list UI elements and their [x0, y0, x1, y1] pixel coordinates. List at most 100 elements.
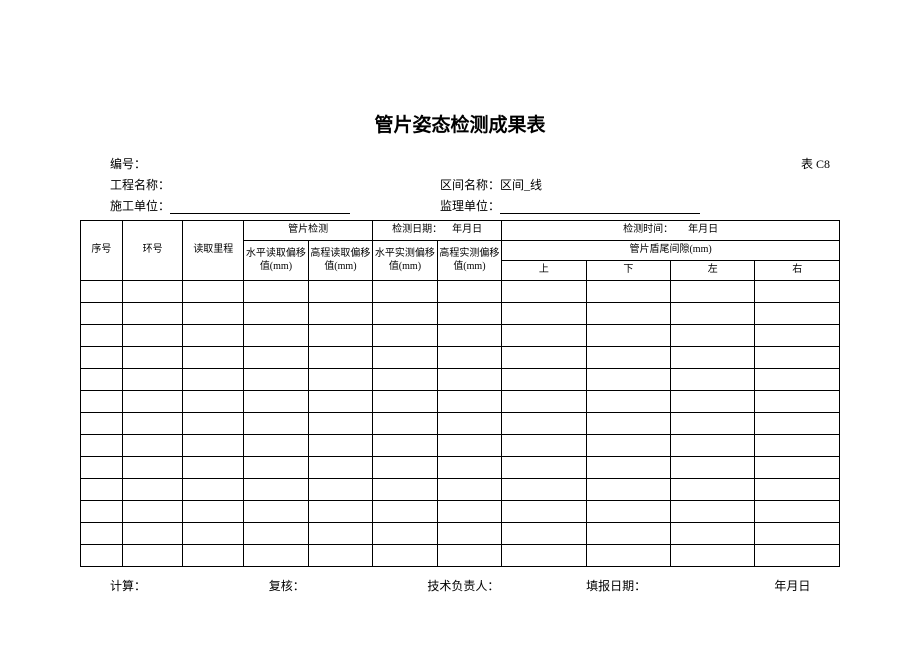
table-cell	[122, 523, 183, 545]
table-cell	[755, 435, 840, 457]
table-cell	[502, 501, 586, 523]
table-cell	[586, 523, 670, 545]
table-cell	[183, 347, 244, 369]
col-mileage: 读取里程	[183, 221, 244, 281]
table-cell	[122, 391, 183, 413]
table-cell	[81, 545, 123, 567]
table-cell	[437, 391, 502, 413]
table-cell	[373, 457, 438, 479]
table-cell	[81, 501, 123, 523]
table-cell	[755, 325, 840, 347]
table-cell	[183, 435, 244, 457]
table-cell	[81, 369, 123, 391]
table-cell	[244, 457, 309, 479]
table-row	[81, 545, 840, 567]
col-v-meas: 高程实测偏移值(mm)	[437, 241, 502, 281]
section-value: 区间_线	[500, 178, 542, 192]
table-cell	[122, 479, 183, 501]
table-cell	[437, 347, 502, 369]
number-label: 编号：	[110, 157, 146, 171]
meta-row-2: 工程名称： 区间名称：区间_线	[80, 176, 840, 193]
table-cell	[671, 369, 755, 391]
table-cell	[671, 281, 755, 303]
table-row	[81, 281, 840, 303]
data-table: 序号 环号 读取里程 管片检测 检测日期： 年月日 检测时间： 年月日 水平读取…	[80, 220, 840, 567]
table-cell	[671, 347, 755, 369]
table-cell	[755, 501, 840, 523]
table-cell	[586, 413, 670, 435]
table-cell	[183, 523, 244, 545]
table-cell	[437, 281, 502, 303]
table-cell	[183, 281, 244, 303]
table-cell	[308, 435, 373, 457]
table-code: 表 C8	[801, 157, 830, 171]
table-row	[81, 303, 840, 325]
col-check-time: 检测时间： 年月日	[502, 221, 840, 241]
table-cell	[586, 435, 670, 457]
table-cell	[586, 479, 670, 501]
table-cell	[373, 501, 438, 523]
table-cell	[122, 457, 183, 479]
footer-tech: 技术负责人：	[427, 579, 499, 593]
table-row	[81, 369, 840, 391]
table-cell	[308, 479, 373, 501]
table-cell	[586, 457, 670, 479]
table-cell	[373, 369, 438, 391]
table-cell	[244, 479, 309, 501]
table-cell	[244, 435, 309, 457]
table-cell	[122, 281, 183, 303]
table-cell	[81, 325, 123, 347]
table-cell	[755, 523, 840, 545]
page-title: 管片姿态检测成果表	[80, 110, 840, 137]
table-cell	[81, 281, 123, 303]
builder-label: 施工单位：	[110, 199, 170, 213]
table-cell	[183, 325, 244, 347]
table-cell	[373, 435, 438, 457]
table-cell	[183, 413, 244, 435]
table-cell	[586, 303, 670, 325]
supervisor-label: 监理单位：	[440, 199, 500, 213]
table-body	[81, 281, 840, 567]
table-cell	[437, 479, 502, 501]
table-cell	[308, 369, 373, 391]
table-row	[81, 523, 840, 545]
table-cell	[755, 281, 840, 303]
table-cell	[586, 325, 670, 347]
table-cell	[502, 479, 586, 501]
table-cell	[586, 545, 670, 567]
table-cell	[755, 347, 840, 369]
col-right: 右	[755, 261, 840, 281]
check-date-label: 检测日期：	[392, 224, 442, 235]
col-up: 上	[502, 261, 586, 281]
meta-row-3: 施工单位： 监理单位：	[80, 197, 840, 214]
table-cell	[755, 545, 840, 567]
table-cell	[671, 391, 755, 413]
table-cell	[671, 523, 755, 545]
table-cell	[81, 523, 123, 545]
table-cell	[586, 501, 670, 523]
table-row	[81, 501, 840, 523]
table-cell	[502, 325, 586, 347]
table-cell	[81, 391, 123, 413]
table-cell	[81, 303, 123, 325]
table-cell	[244, 391, 309, 413]
table-row	[81, 391, 840, 413]
table-cell	[244, 347, 309, 369]
footer-calc: 计算：	[110, 579, 146, 593]
table-cell	[755, 303, 840, 325]
table-cell	[122, 501, 183, 523]
table-cell	[122, 545, 183, 567]
table-cell	[586, 347, 670, 369]
table-cell	[122, 303, 183, 325]
table-cell	[502, 391, 586, 413]
table-cell	[437, 523, 502, 545]
table-cell	[437, 303, 502, 325]
table-cell	[437, 501, 502, 523]
table-cell	[81, 479, 123, 501]
project-label: 工程名称：	[110, 178, 170, 192]
table-cell	[122, 435, 183, 457]
table-cell	[373, 347, 438, 369]
table-cell	[437, 435, 502, 457]
table-cell	[308, 413, 373, 435]
table-cell	[373, 281, 438, 303]
